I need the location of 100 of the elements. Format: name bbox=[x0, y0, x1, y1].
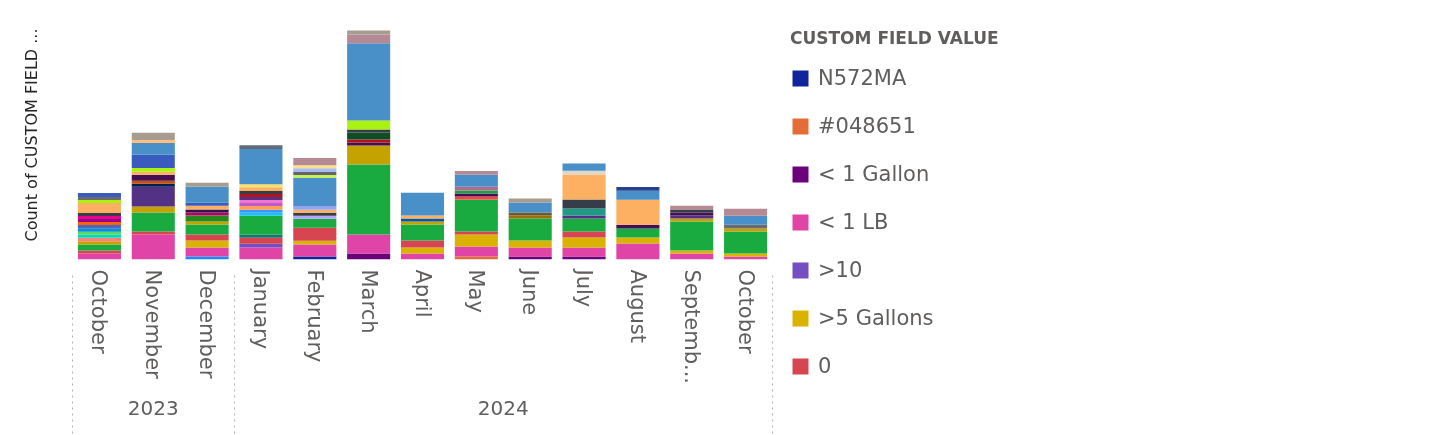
bar bbox=[454, 186, 498, 191]
bar bbox=[131, 212, 175, 232]
bar bbox=[724, 228, 768, 232]
bar bbox=[131, 231, 175, 235]
x-tick-label: October bbox=[87, 269, 112, 354]
legend-label: N572MA bbox=[818, 65, 907, 92]
bar bbox=[670, 205, 714, 210]
legend-label: 0 bbox=[818, 353, 833, 380]
bar bbox=[670, 250, 714, 254]
bar bbox=[616, 190, 660, 200]
bar bbox=[400, 224, 445, 241]
bar bbox=[131, 174, 175, 181]
bar bbox=[185, 186, 229, 203]
bar bbox=[562, 163, 606, 171]
bar bbox=[185, 221, 229, 225]
bar bbox=[185, 247, 229, 257]
bar bbox=[562, 174, 606, 200]
bar bbox=[293, 244, 337, 257]
bar bbox=[77, 241, 121, 245]
x-tick-label: July bbox=[572, 267, 597, 308]
bar bbox=[131, 139, 175, 143]
bar bbox=[562, 218, 606, 232]
bar bbox=[454, 231, 498, 235]
bar bbox=[508, 247, 552, 257]
bar bbox=[131, 186, 175, 207]
legend-title: CUSTOM FIELD VALUE bbox=[790, 28, 999, 48]
bar bbox=[293, 218, 337, 228]
x-tick-label: Septemb... bbox=[679, 269, 704, 385]
bar bbox=[293, 158, 337, 166]
bar bbox=[131, 234, 175, 260]
bar bbox=[131, 142, 175, 155]
bar bbox=[724, 224, 768, 229]
bar bbox=[616, 224, 660, 229]
bar bbox=[293, 240, 337, 245]
bar bbox=[400, 247, 445, 254]
bar bbox=[347, 234, 391, 254]
bar bbox=[724, 215, 768, 225]
bar bbox=[239, 215, 283, 235]
bar bbox=[454, 246, 498, 257]
x-tick-label: January bbox=[248, 267, 273, 350]
y-axis-title: Count of CUSTOM FIELD ... bbox=[21, 28, 41, 242]
bar bbox=[293, 227, 337, 241]
bar bbox=[239, 205, 283, 210]
bar bbox=[454, 170, 498, 175]
bar bbox=[454, 199, 498, 232]
text: 2023 bbox=[127, 395, 179, 420]
bar bbox=[185, 202, 229, 206]
bar bbox=[239, 187, 283, 192]
bar bbox=[400, 192, 445, 216]
x-tick-label: October bbox=[733, 269, 758, 354]
bar bbox=[562, 215, 606, 219]
bar bbox=[562, 237, 606, 248]
bar bbox=[131, 171, 175, 175]
bar bbox=[347, 132, 391, 140]
bar bbox=[562, 208, 606, 216]
x-tick-label: December bbox=[195, 269, 220, 379]
bar bbox=[239, 149, 283, 185]
x-tick-label: March bbox=[356, 269, 381, 334]
bar bbox=[239, 247, 283, 260]
bar bbox=[77, 224, 121, 229]
bar bbox=[131, 167, 175, 172]
bar bbox=[293, 168, 337, 173]
bar bbox=[347, 34, 391, 44]
bar bbox=[293, 177, 337, 206]
bar bbox=[77, 244, 121, 251]
text: 2024 bbox=[477, 395, 529, 420]
bar bbox=[239, 243, 283, 248]
bar bbox=[454, 234, 498, 247]
bar bbox=[616, 228, 660, 238]
legend-label: >10 bbox=[818, 257, 863, 284]
bar bbox=[185, 240, 229, 248]
bar bbox=[185, 182, 229, 187]
legend-label: #048651 bbox=[818, 113, 916, 140]
bar bbox=[131, 206, 175, 213]
bar bbox=[131, 132, 175, 140]
x-tick-label: April bbox=[410, 269, 435, 318]
bar bbox=[185, 205, 229, 210]
bar bbox=[131, 154, 175, 168]
bar bbox=[508, 202, 552, 213]
bar bbox=[185, 224, 229, 235]
x-tick-label: May bbox=[464, 269, 489, 313]
bar bbox=[508, 240, 552, 248]
bar bbox=[724, 208, 768, 216]
bar bbox=[239, 237, 283, 244]
bar bbox=[616, 243, 660, 260]
bar bbox=[400, 240, 445, 248]
bar bbox=[508, 218, 552, 241]
bar bbox=[347, 43, 391, 121]
bar bbox=[77, 250, 121, 254]
bar bbox=[77, 202, 121, 214]
bar bbox=[616, 199, 660, 225]
x-tick-label: February bbox=[302, 269, 327, 363]
bar bbox=[347, 120, 391, 130]
bar bbox=[239, 184, 283, 188]
legend-label: < 1 LB bbox=[818, 209, 889, 236]
bar bbox=[347, 164, 391, 235]
legend-label: >5 Gallons bbox=[818, 305, 934, 332]
bar bbox=[347, 145, 391, 165]
bar bbox=[562, 247, 606, 257]
bar bbox=[293, 205, 337, 210]
